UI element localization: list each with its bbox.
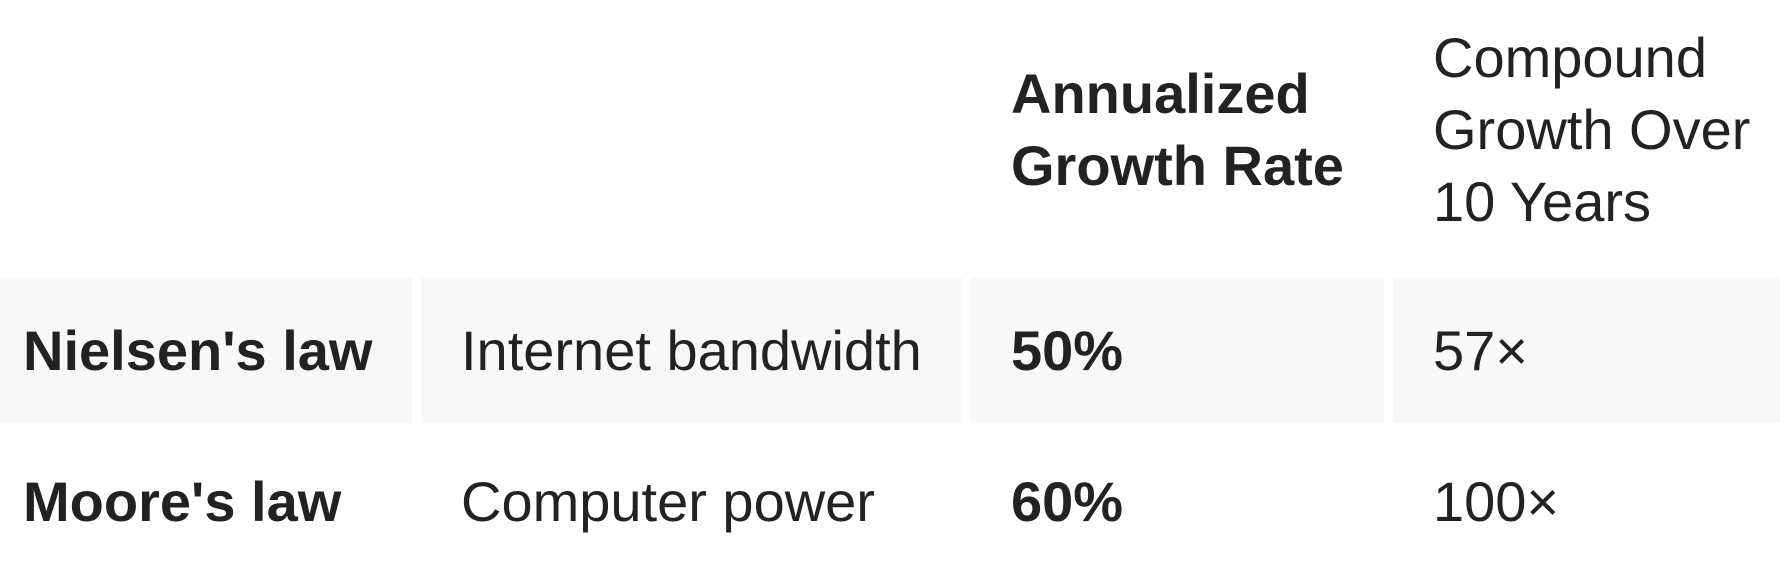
- row-1-law: Nielsen's law: [0, 278, 412, 423]
- row-2-rate: 60%: [1011, 469, 1124, 533]
- header-empty-1: [0, 0, 412, 278]
- header-annualized-growth-rate: Annualized Growth Rate: [1011, 62, 1344, 197]
- row-1-rate: 50%: [971, 278, 1384, 423]
- row-2-measure: Computer power: [461, 469, 875, 533]
- row-2-law: Moore's law: [23, 469, 342, 533]
- row-2-growth: 100×: [1433, 469, 1560, 533]
- header-compound-growth: Compound Growth Over 10 Years: [1433, 26, 1751, 233]
- row-1-measure: Internet bandwidth: [421, 278, 962, 423]
- row-1-growth: 57×: [1393, 278, 1780, 423]
- header-empty-2: [421, 0, 962, 278]
